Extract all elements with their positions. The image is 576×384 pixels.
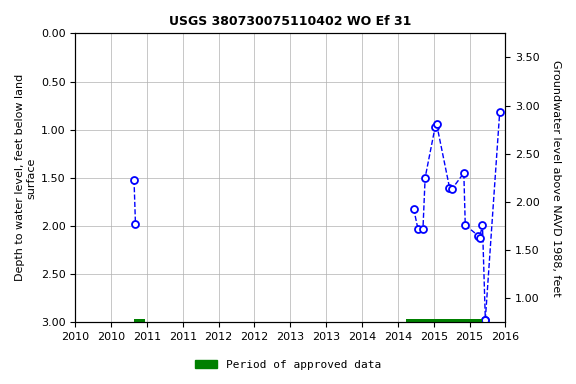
Y-axis label: Groundwater level above NAVD 1988, feet: Groundwater level above NAVD 1988, feet [551, 60, 561, 296]
Bar [134, 319, 145, 326]
Y-axis label: Depth to water level, feet below land
surface: Depth to water level, feet below land su… [15, 74, 37, 281]
Title: USGS 380730075110402 WO Ef 31: USGS 380730075110402 WO Ef 31 [169, 15, 411, 28]
Bar [407, 319, 483, 326]
Legend: Period of approved data: Period of approved data [191, 356, 385, 375]
